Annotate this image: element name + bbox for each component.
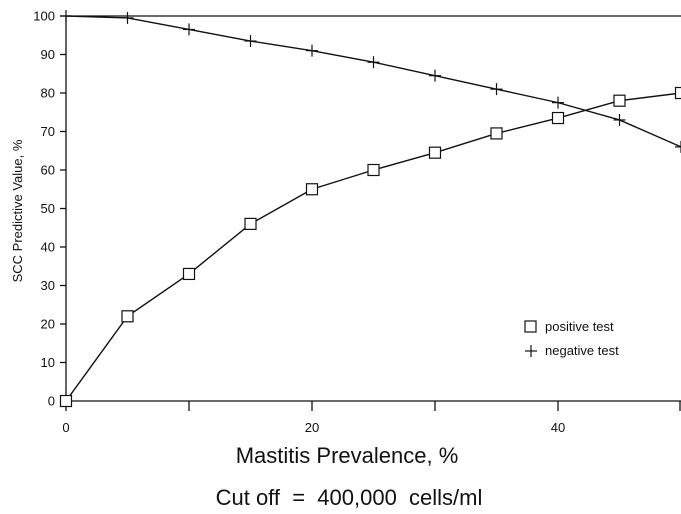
legend: positive test negative test xyxy=(524,319,619,358)
data-point-negative-test xyxy=(429,69,441,82)
y-axis-ticks: 0 10 20 30 40 50 60 70 80 90 100 xyxy=(33,9,66,409)
data-point-negative-test xyxy=(244,35,257,48)
y-tick-label: 10 xyxy=(41,355,55,370)
y-tick-label: 30 xyxy=(41,278,55,293)
data-point-negative-test xyxy=(613,113,626,126)
series-positive-test xyxy=(59,86,681,408)
data-point-positive-test xyxy=(182,267,196,281)
y-tick-label: 60 xyxy=(41,163,55,178)
data-point-positive-test xyxy=(613,94,626,107)
data-point-positive-test xyxy=(59,394,73,408)
x-tick-label: 40 xyxy=(551,420,565,435)
y-tick-label: 50 xyxy=(41,201,55,216)
y-tick-label: 100 xyxy=(33,9,55,24)
x-tick-label: 20 xyxy=(305,420,319,435)
x-tick-label: 0 xyxy=(62,420,69,435)
data-point-positive-test xyxy=(305,183,319,196)
data-point-positive-test xyxy=(551,111,565,125)
y-tick-label: 70 xyxy=(41,124,55,139)
y-tick-label: 20 xyxy=(41,317,55,332)
data-point-positive-test xyxy=(674,86,681,100)
legend-label-negative-test: negative test xyxy=(545,343,619,358)
data-point-negative-test xyxy=(367,56,380,69)
y-axis-label: SCC Predictive Value, % xyxy=(10,139,25,282)
data-point-negative-test xyxy=(552,96,564,109)
data-point-negative-test xyxy=(490,83,503,96)
series-line-negative-test xyxy=(65,15,681,148)
legend-marker-positive-test xyxy=(524,320,537,333)
data-point-positive-test xyxy=(244,217,257,230)
y-tick-label: 40 xyxy=(41,240,55,255)
data-point-negative-test xyxy=(675,140,681,153)
data-point-positive-test xyxy=(428,146,442,159)
footnote: Cut off = 400,000 cells/ml xyxy=(216,485,483,510)
data-point-positive-test xyxy=(490,127,503,140)
data-point-negative-test xyxy=(306,44,318,57)
y-tick-label: 90 xyxy=(41,47,55,62)
data-point-positive-test xyxy=(121,310,134,323)
data-point-positive-test xyxy=(367,163,380,177)
y-tick-label: 0 xyxy=(48,394,55,409)
series-layer xyxy=(59,10,681,408)
legend-label-positive-test: positive test xyxy=(545,319,614,334)
x-axis-label: Mastitis Prevalence, % xyxy=(236,443,459,468)
series-negative-test xyxy=(60,10,681,153)
data-point-negative-test xyxy=(121,11,134,24)
data-point-negative-test xyxy=(183,23,195,36)
x-axis-ticks: 0 20 40 xyxy=(62,401,681,435)
y-tick-label: 80 xyxy=(41,86,55,101)
legend-marker-negative-test xyxy=(525,345,537,357)
data-point-negative-test xyxy=(60,10,72,22)
